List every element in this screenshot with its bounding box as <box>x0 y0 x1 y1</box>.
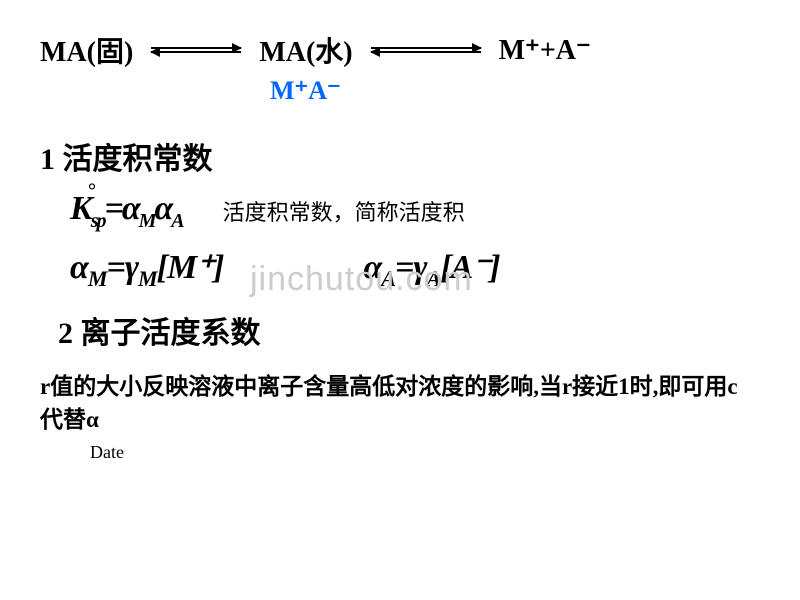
alpha-m-formula: αM=γM[M⁺] <box>70 247 223 292</box>
ksp-note: 活度积常数，简称活度积 <box>223 195 465 227</box>
alpha-a-formula: αA=γA[A⁻] <box>363 247 499 292</box>
ksp-formula-row: Ksp=αMαA 活度积常数，简称活度积 <box>70 190 760 233</box>
equation-line: MA(固) MA(水) M⁺+A⁻ <box>40 30 760 70</box>
activity-formula-pair: αM=γM[M⁺] αA=γA[A⁻] <box>70 247 760 292</box>
equilibrium-arrow-1 <box>151 47 241 53</box>
sub-species-label: M⁺A⁻ <box>270 76 760 106</box>
section-2-title: 2 离子活度系数 <box>58 308 760 352</box>
ksp-formula: Ksp=αMαA <box>70 190 183 233</box>
eq-right: M⁺+A⁻ <box>499 33 591 67</box>
section-1-title: 1 活度积常数 <box>40 134 760 178</box>
footer-date: Date <box>90 442 760 463</box>
explanation-paragraph: r值的大小反映溶液中离子含量高低对浓度的影响,当r接近1时,即可用c代替α <box>40 370 760 437</box>
equilibrium-arrow-2 <box>371 47 481 53</box>
eq-mid: MA(水) <box>259 30 352 70</box>
eq-left: MA(固) <box>40 30 133 70</box>
